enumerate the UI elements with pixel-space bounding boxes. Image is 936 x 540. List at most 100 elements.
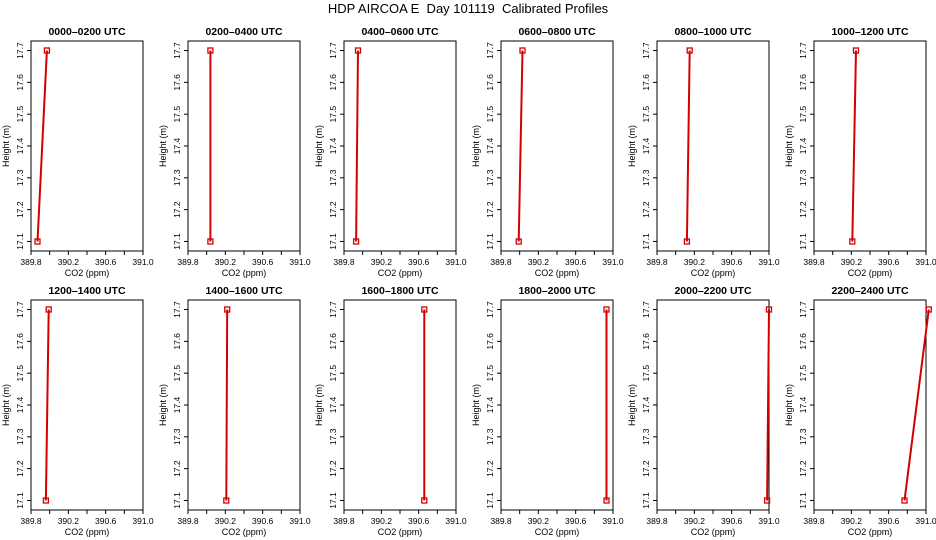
y-tick-label: 17.2 [15, 460, 25, 477]
x-axis-label: CO2 (ppm) [691, 268, 736, 278]
panel-title: 0800–1000 UTC [674, 26, 751, 38]
x-tick-label: 391.0 [602, 257, 624, 267]
plot-frame [656, 40, 770, 252]
y-tick-label: 17.5 [15, 365, 25, 382]
y-axis-label: Height (m) [784, 384, 794, 426]
y-tick-label: 17.7 [172, 42, 182, 59]
x-tick-label: 390.6 [252, 257, 274, 267]
x-tick-label: 389.8 [20, 257, 42, 267]
x-axis-label: CO2 (ppm) [848, 268, 893, 278]
x-tick-label: 389.8 [20, 516, 42, 526]
y-axis-label: Height (m) [314, 384, 324, 426]
data-point-marker [765, 306, 773, 313]
y-tick-label: 17.5 [798, 365, 808, 382]
x-tick-label: 389.8 [177, 257, 199, 267]
x-axis-label: CO2 (ppm) [378, 527, 423, 537]
y-tick-label: 17.3 [328, 169, 338, 186]
x-tick-label: 389.8 [490, 516, 512, 526]
data-point-marker [207, 47, 214, 54]
y-tick-label: 17.3 [798, 428, 808, 445]
y-tick-label: 17.2 [485, 460, 495, 477]
profile-line [685, 50, 691, 242]
profile-line [225, 309, 229, 501]
y-tick-label: 17.5 [485, 365, 495, 382]
y-tick-label: 17.2 [328, 460, 338, 477]
y-tick-label: 17.6 [641, 74, 651, 91]
x-tick-label: 390.2 [58, 516, 80, 526]
plot-frame [343, 299, 457, 511]
y-tick-label: 17.1 [798, 233, 808, 250]
y-tick-label: 17.3 [328, 428, 338, 445]
y-tick-label: 17.6 [328, 74, 338, 91]
data-point-marker [352, 238, 360, 245]
y-tick-label: 17.7 [15, 42, 25, 59]
y-tick-label: 17.7 [485, 42, 495, 59]
x-axis-label: CO2 (ppm) [691, 527, 736, 537]
x-tick-label: 389.8 [177, 516, 199, 526]
profile-line [355, 50, 359, 242]
y-tick-label: 17.6 [485, 74, 495, 91]
y-tick-label: 17.5 [328, 365, 338, 382]
y-tick-label: 17.3 [15, 169, 25, 186]
y-tick-label: 17.1 [328, 233, 338, 250]
y-tick-label: 17.2 [798, 201, 808, 218]
x-tick-label: 390.6 [408, 257, 430, 267]
y-tick-label: 17.1 [641, 492, 651, 509]
y-tick-label: 17.3 [15, 428, 25, 445]
y-tick-label: 17.4 [798, 137, 808, 154]
x-tick-label: 391.0 [915, 516, 936, 526]
y-tick-label: 17.7 [485, 301, 495, 318]
y-axis-label: Height (m) [471, 384, 481, 426]
y-tick-label: 17.2 [15, 201, 25, 218]
y-tick-label: 17.4 [485, 137, 495, 154]
panel-title: 1400–1600 UTC [205, 285, 282, 297]
y-tick-label: 17.5 [172, 106, 182, 123]
x-tick-label: 390.6 [878, 257, 900, 267]
x-tick-label: 389.8 [803, 257, 825, 267]
y-tick-label: 17.7 [15, 301, 25, 318]
x-tick-label: 390.2 [528, 516, 550, 526]
panel-title: 0400–0600 UTC [361, 26, 438, 38]
data-point-marker [603, 497, 610, 504]
panel-title: 1800–2000 UTC [518, 285, 595, 297]
x-axis-label: CO2 (ppm) [848, 527, 893, 537]
y-tick-label: 17.1 [15, 233, 25, 250]
y-tick-label: 17.6 [15, 333, 25, 350]
y-tick-label: 17.6 [798, 333, 808, 350]
y-axis-label: Height (m) [158, 125, 168, 167]
y-tick-label: 17.4 [328, 137, 338, 154]
x-tick-label: 390.2 [684, 516, 706, 526]
data-point-marker [421, 306, 428, 313]
x-tick-label: 391.0 [132, 257, 154, 267]
data-point-marker [43, 47, 51, 54]
y-tick-label: 17.3 [641, 169, 651, 186]
data-point-marker [224, 306, 231, 313]
y-tick-label: 17.6 [798, 74, 808, 91]
x-tick-label: 390.6 [721, 257, 743, 267]
x-axis-label: CO2 (ppm) [535, 527, 580, 537]
x-axis-label: CO2 (ppm) [222, 527, 267, 537]
y-axis-label: Height (m) [158, 384, 168, 426]
plot-frame [656, 299, 770, 511]
panel-title: 1600–1800 UTC [361, 285, 438, 297]
plot-frame [343, 40, 457, 252]
data-point-marker [603, 306, 610, 313]
panel-title: 0200–0400 UTC [205, 26, 282, 38]
y-tick-label: 17.1 [485, 492, 495, 509]
x-tick-label: 390.2 [841, 257, 863, 267]
y-tick-label: 17.4 [641, 396, 651, 413]
x-tick-label: 391.0 [602, 516, 624, 526]
plot-frame [500, 299, 614, 511]
panel-title: 1200–1400 UTC [48, 285, 125, 297]
y-tick-label: 17.2 [172, 201, 182, 218]
y-tick-label: 17.5 [641, 106, 651, 123]
data-point-marker [421, 497, 428, 504]
data-point-marker [207, 238, 214, 245]
x-axis-label: CO2 (ppm) [222, 268, 267, 278]
panel-title: 0600–0800 UTC [518, 26, 595, 38]
x-tick-label: 390.6 [252, 516, 274, 526]
x-axis-label: CO2 (ppm) [535, 268, 580, 278]
y-axis-label: Height (m) [627, 384, 637, 426]
y-tick-label: 17.5 [328, 106, 338, 123]
y-tick-label: 17.5 [798, 106, 808, 123]
